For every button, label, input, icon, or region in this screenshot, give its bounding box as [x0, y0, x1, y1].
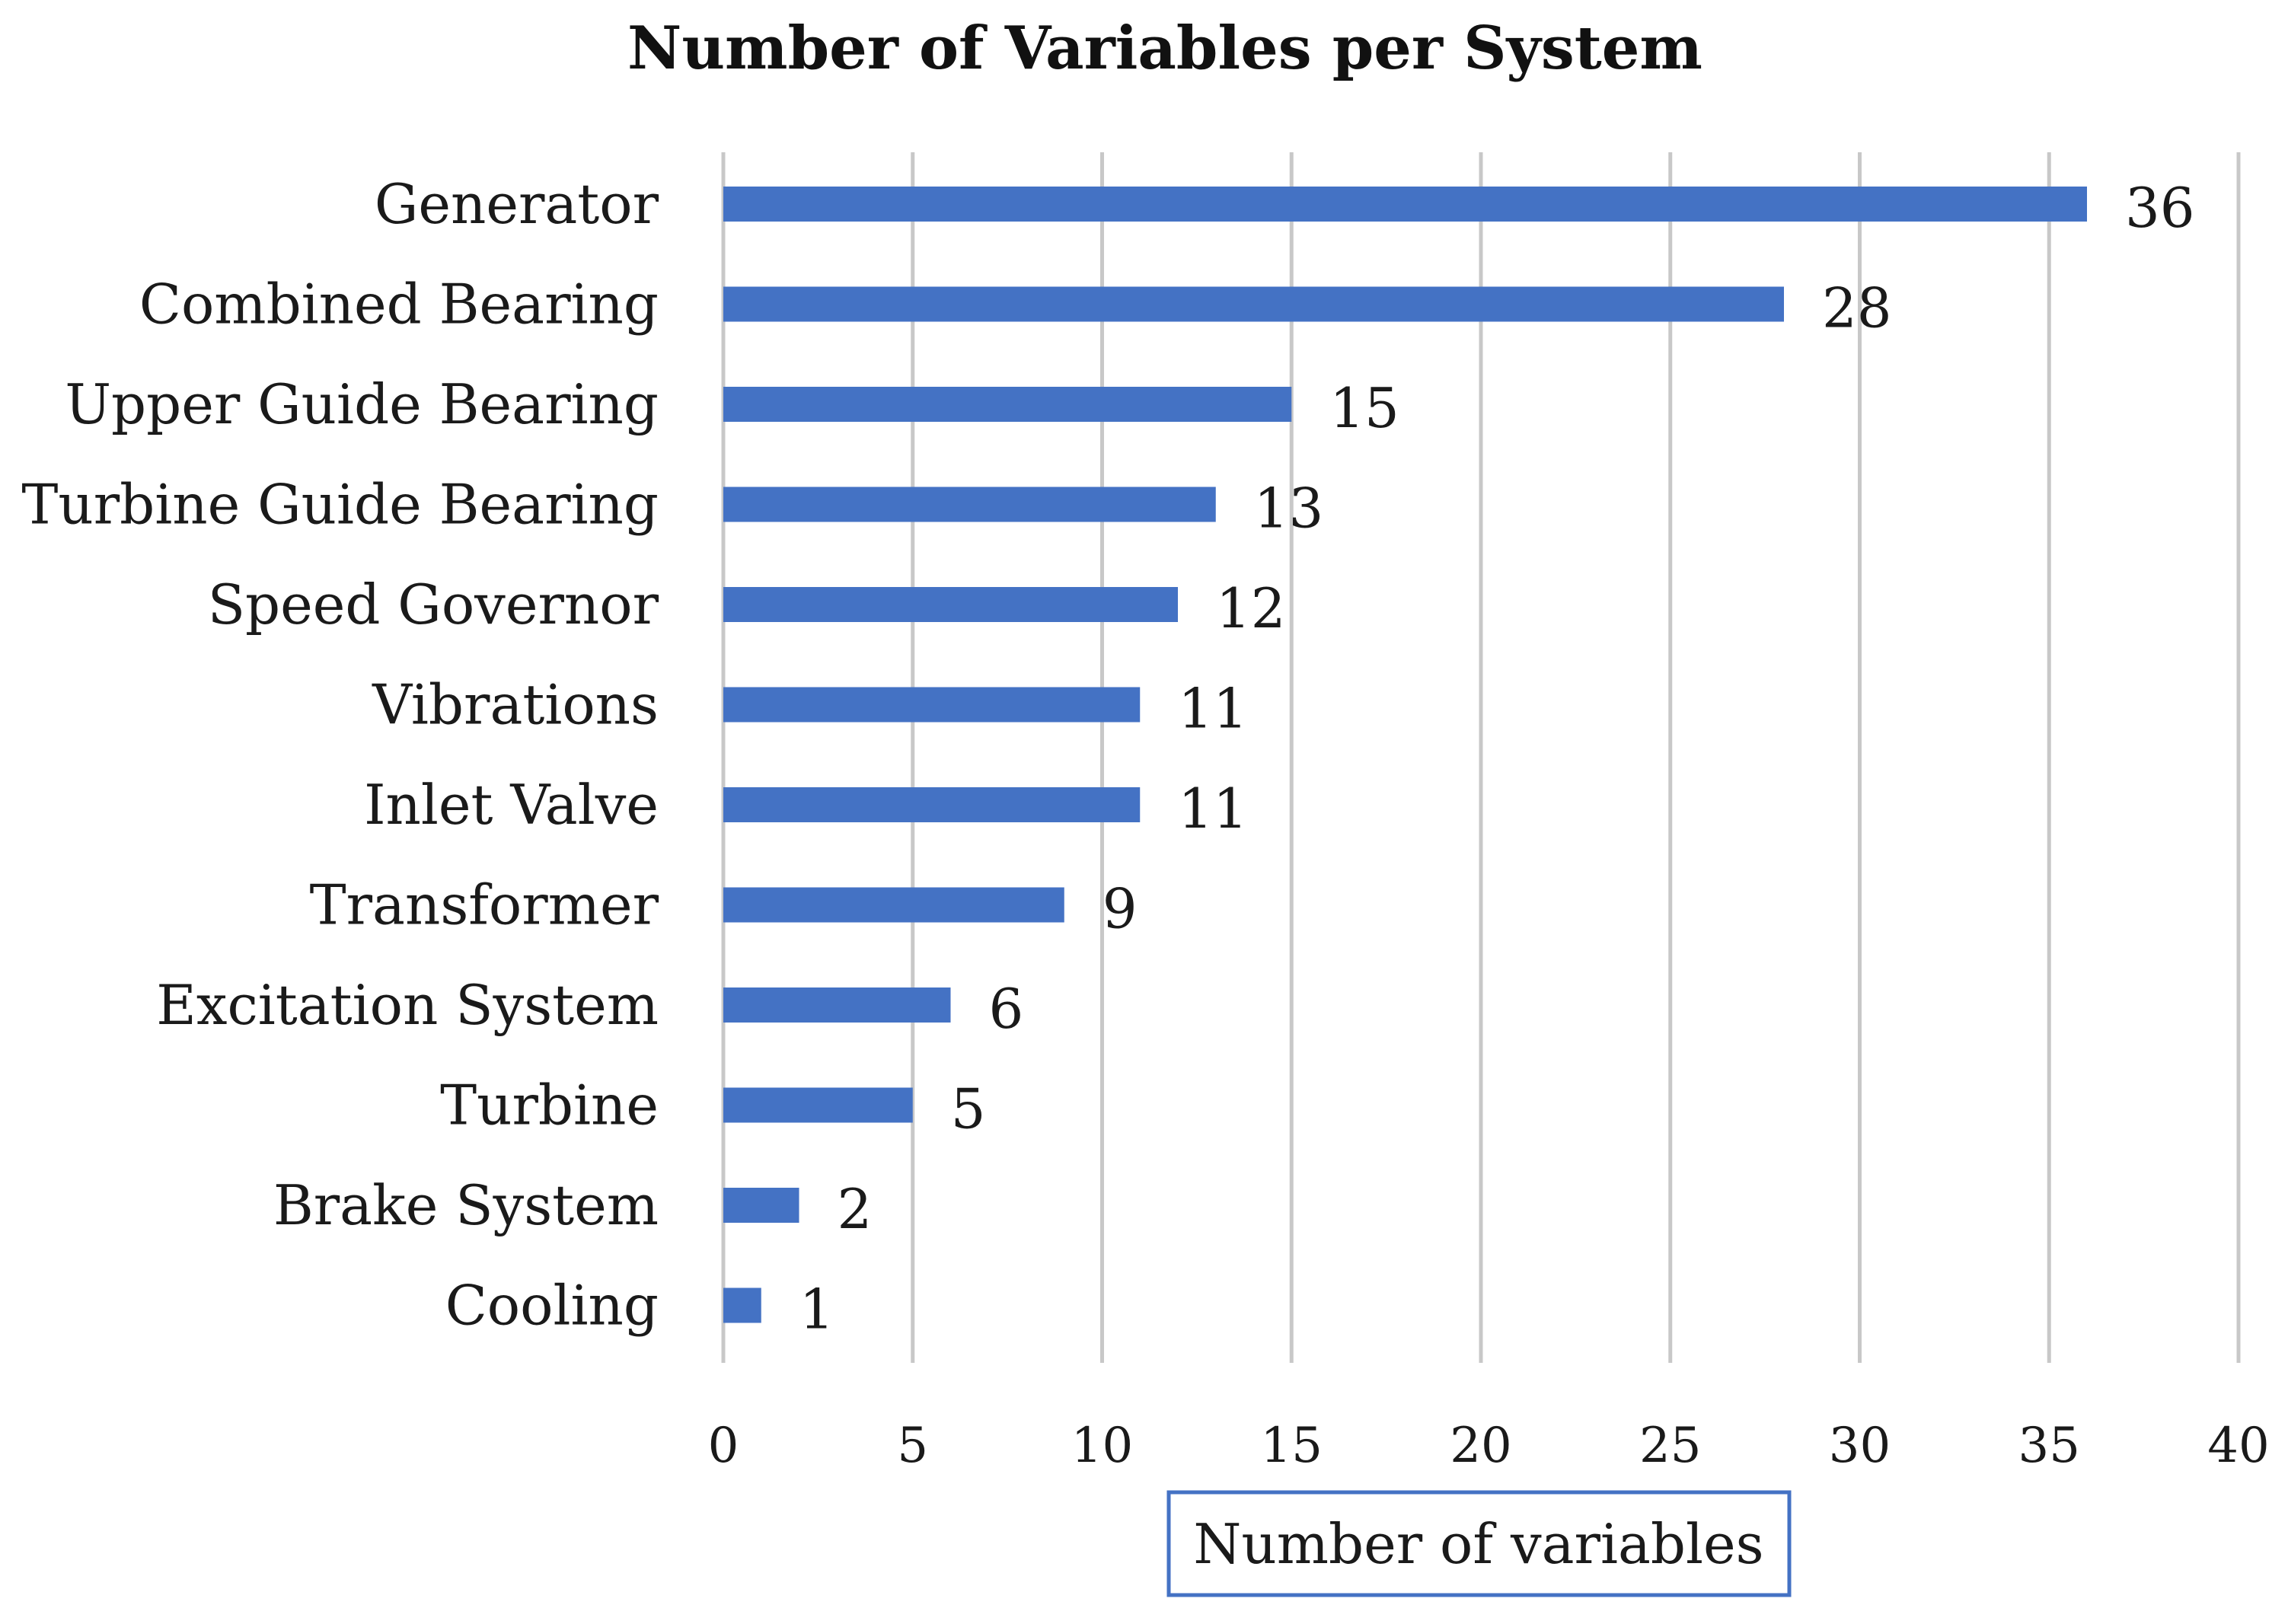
bar-speed-governor [723, 587, 1178, 622]
value-label: 36 [2125, 176, 2195, 240]
x-tick-label: 20 [1450, 1418, 1511, 1474]
value-label: 15 [1329, 376, 1399, 440]
category-label: Transformer [310, 873, 659, 937]
x-tick-label: 35 [2018, 1418, 2080, 1474]
value-label: 6 [989, 977, 1024, 1041]
x-tick-label: 15 [1261, 1418, 1323, 1474]
category-label: Speed Governor [208, 573, 659, 637]
value-label: 5 [951, 1077, 986, 1141]
bar-vibrations [723, 687, 1141, 723]
x-axis-label: Number of variables [1193, 1512, 1763, 1576]
value-label: 13 [1254, 477, 1324, 541]
chart-title: Number of Variables per System [627, 14, 1702, 83]
value-label: 11 [1178, 677, 1248, 741]
bar-inlet-valve [723, 787, 1141, 822]
bars [723, 187, 2087, 1323]
bar-transformer [723, 887, 1064, 923]
category-label: Generator [375, 172, 659, 236]
category-labels: Generator Combined Bearing Upper Guide Bea… [21, 172, 659, 1338]
category-label: Turbine Guide Bearing [21, 473, 659, 537]
bar-turbine [723, 1087, 913, 1123]
category-label: Vibrations [372, 673, 659, 737]
bar-cooling [723, 1287, 761, 1323]
x-tick-label: 10 [1071, 1418, 1133, 1474]
value-label: 1 [799, 1278, 834, 1342]
bar-turbine-guide-bearing [723, 487, 1216, 522]
x-axis-label-frame [1166, 1490, 1792, 1597]
bar-generator [723, 187, 2087, 222]
value-label: 2 [838, 1177, 873, 1241]
category-label: Cooling [445, 1274, 659, 1338]
value-label: 12 [1216, 576, 1286, 640]
gridlines [721, 152, 2241, 1363]
x-tick-label: 40 [2207, 1418, 2269, 1474]
category-label: Combined Bearing [139, 273, 659, 337]
bar-upper-guide-bearing [723, 387, 1292, 422]
x-tick-label: 25 [1639, 1418, 1701, 1474]
x-tick-label: 5 [897, 1418, 928, 1474]
category-label: Turbine [440, 1074, 659, 1137]
category-label: Upper Guide Bearing [65, 372, 659, 436]
x-tick-label: 30 [1829, 1418, 1891, 1474]
x-axis-ticks: 0 5 10 15 20 25 30 35 40 [708, 1418, 2270, 1474]
value-label: 9 [1103, 877, 1138, 941]
bar-brake-system [723, 1188, 799, 1223]
category-label: Brake System [273, 1173, 659, 1237]
category-label: Excitation System [156, 973, 659, 1037]
x-axis-label-box: Number of variables [1166, 1490, 1792, 1597]
bar-excitation-system [723, 987, 951, 1023]
x-tick-label: 0 [708, 1418, 739, 1474]
category-label: Inlet Valve [364, 773, 659, 837]
value-label: 11 [1178, 777, 1248, 841]
value-label: 28 [1822, 276, 1892, 340]
bar-combined-bearing [723, 286, 1784, 322]
